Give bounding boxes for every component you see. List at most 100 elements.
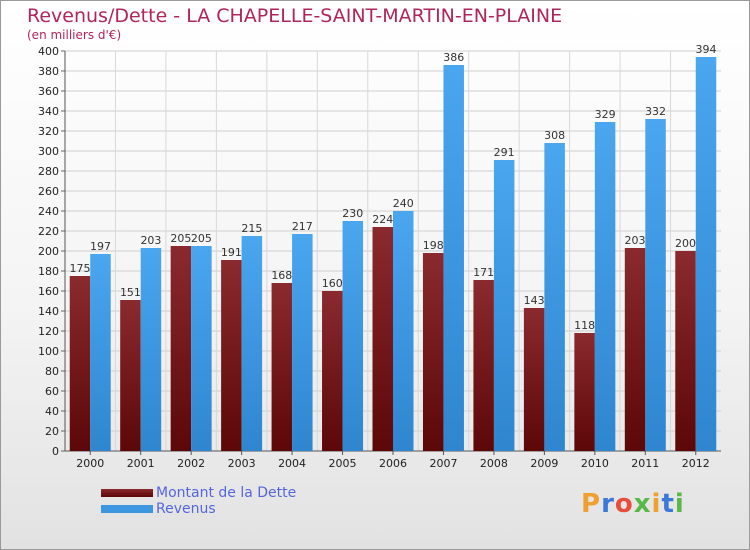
bar-debt — [271, 283, 293, 451]
y-tick-label: 240 — [38, 205, 59, 218]
data-label-revenue: 215 — [241, 222, 262, 235]
y-tick-label: 140 — [38, 305, 59, 318]
x-tick-label: 2000 — [76, 457, 104, 470]
data-label-debt: 175 — [69, 262, 90, 275]
y-tick-label: 200 — [38, 245, 59, 258]
data-label-revenue: 230 — [342, 207, 363, 220]
data-label-revenue: 332 — [645, 105, 666, 118]
y-tick-label: 220 — [38, 225, 59, 238]
bar-debt — [523, 308, 545, 451]
x-tick-label: 2003 — [228, 457, 256, 470]
data-label-revenue: 386 — [443, 51, 464, 64]
data-label-debt: 198 — [423, 239, 444, 252]
y-tick-label: 80 — [45, 365, 59, 378]
bar-revenue — [443, 65, 464, 451]
x-tick-label: 2011 — [631, 457, 659, 470]
y-tick-label: 100 — [38, 345, 59, 358]
data-label-revenue: 240 — [393, 197, 414, 210]
bar-debt — [372, 227, 393, 451]
data-label-revenue: 291 — [494, 146, 515, 159]
x-tick-label: 2009 — [530, 457, 558, 470]
data-label-debt: 171 — [473, 266, 494, 279]
logo-letter: P — [581, 489, 602, 519]
bar-debt — [322, 291, 343, 451]
bar-debt — [675, 251, 696, 451]
y-tick-label: 300 — [38, 145, 59, 158]
bar-debt — [69, 276, 91, 451]
y-tick-label: 20 — [45, 425, 59, 438]
data-label-debt: 203 — [625, 234, 646, 247]
y-tick-label: 400 — [38, 45, 59, 58]
data-label-debt: 168 — [271, 269, 292, 282]
logo-letter: i — [651, 489, 662, 519]
x-tick-label: 2004 — [278, 457, 306, 470]
y-tick-label: 0 — [52, 445, 59, 458]
bar-revenue — [90, 254, 111, 451]
x-tick-label: 2008 — [480, 457, 508, 470]
legend-swatch-revenue — [101, 505, 153, 513]
x-tick-label: 2001 — [127, 457, 155, 470]
bar-debt — [170, 246, 192, 451]
data-label-debt: 191 — [221, 246, 242, 259]
y-tick-label: 40 — [45, 405, 59, 418]
data-label-revenue: 329 — [595, 108, 616, 121]
logo-letter: x — [633, 489, 652, 519]
bar-revenue — [191, 246, 212, 451]
bar-revenue — [140, 248, 162, 451]
bar-revenue — [544, 143, 565, 451]
logo-letter: t — [661, 489, 675, 519]
data-label-revenue: 203 — [140, 234, 161, 247]
bar-debt — [221, 260, 242, 451]
data-label-debt: 118 — [574, 319, 595, 332]
bar-revenue — [292, 234, 313, 451]
bar-chart: 0 20 40 60 80 100 120 140 160 180 200 220 240 260 280 3… — [38, 43, 721, 470]
data-label-revenue: 197 — [90, 240, 111, 253]
bar-revenue — [645, 119, 666, 451]
bar-debt — [422, 253, 444, 451]
y-tick-label: 180 — [38, 265, 59, 278]
bar-debt — [574, 333, 595, 451]
y-tick-label: 260 — [38, 185, 59, 198]
y-tick-label: 120 — [38, 325, 59, 338]
y-tick-label: 280 — [38, 165, 59, 178]
bar-debt — [473, 280, 494, 451]
y-tick-label: 320 — [38, 125, 59, 138]
y-tick-label: 160 — [38, 285, 59, 298]
legend-swatch-debt — [101, 489, 153, 497]
bar-revenue — [342, 221, 364, 451]
logo-letter: o — [614, 489, 634, 519]
y-tick-label: 60 — [45, 385, 59, 398]
data-label-revenue: 205 — [191, 232, 212, 245]
legend-label-debt: Montant de la Dette — [156, 485, 297, 501]
bar-revenue — [241, 236, 263, 451]
bar-revenue — [393, 211, 414, 451]
y-tick-label: 360 — [38, 85, 59, 98]
x-tick-label: 2010 — [581, 457, 609, 470]
data-label-debt: 151 — [120, 286, 141, 299]
data-label-debt: 200 — [675, 237, 696, 250]
y-tick-label: 380 — [38, 65, 59, 78]
logo-letter: r — [601, 489, 615, 519]
bar-revenue — [493, 160, 515, 451]
x-tick-label: 2002 — [177, 457, 205, 470]
data-label-debt: 224 — [372, 213, 393, 226]
data-label-debt: 143 — [524, 294, 545, 307]
x-tick-label: 2012 — [682, 457, 710, 470]
bar-debt — [120, 300, 141, 451]
bar-revenue — [594, 122, 616, 451]
x-tick-label: 2007 — [429, 457, 457, 470]
chart-title: Revenus/Dette - LA CHAPELLE-SAINT-MARTIN… — [27, 5, 563, 27]
y-tick-label: 340 — [38, 105, 59, 118]
bar-debt — [624, 248, 646, 451]
x-tick-label: 2006 — [379, 457, 407, 470]
data-label-revenue: 308 — [544, 129, 565, 142]
logo-letter: i — [674, 489, 685, 519]
proxiti-logo: Proxiti — [581, 489, 685, 519]
legend-label-revenue: Revenus — [156, 501, 216, 517]
data-label-revenue: 217 — [292, 220, 313, 233]
bar-revenue — [695, 57, 717, 451]
data-label-debt: 160 — [322, 277, 343, 290]
chart-subtitle: (en milliers d'€) — [27, 28, 122, 42]
data-label-debt: 205 — [170, 232, 191, 245]
